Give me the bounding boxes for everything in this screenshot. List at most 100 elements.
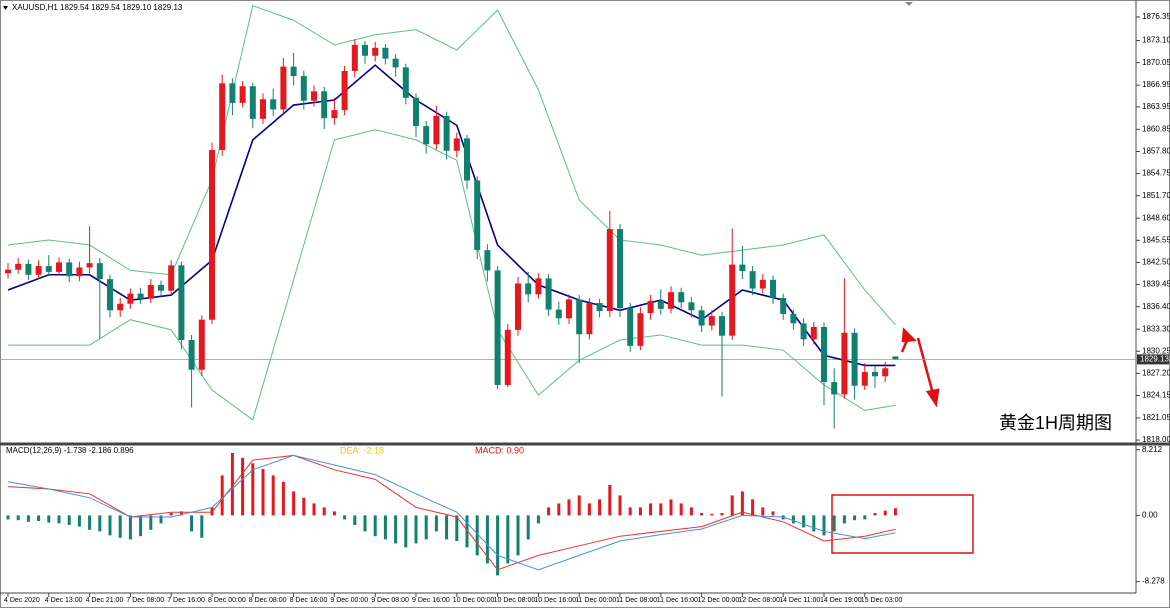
y-tick-label: 1851.70 xyxy=(1142,191,1170,200)
y-tick-label: 1866.95 xyxy=(1142,80,1170,89)
histogram-bar xyxy=(832,515,836,532)
candle-body xyxy=(219,83,226,151)
candle-body xyxy=(45,266,52,272)
histogram-bar xyxy=(383,515,387,540)
histogram-bar xyxy=(302,497,306,516)
histogram-bar xyxy=(608,485,612,516)
histogram-bar xyxy=(669,499,673,516)
current-price-box xyxy=(1137,354,1169,365)
candle-body xyxy=(198,319,205,370)
histogram-bar xyxy=(506,515,510,564)
candle-body xyxy=(341,70,348,111)
x-tick-label: 11 Dec 16:00 xyxy=(657,597,698,604)
histogram-bar xyxy=(281,481,285,516)
candle-body xyxy=(606,229,613,312)
candle-body xyxy=(525,283,532,295)
scroll-marker xyxy=(905,2,913,6)
candle-body xyxy=(66,262,73,277)
histogram-bar xyxy=(149,515,153,530)
candle-body xyxy=(586,303,593,335)
candle-body xyxy=(137,293,144,299)
histogram-bar xyxy=(720,513,724,516)
histogram-bar xyxy=(220,475,224,516)
candle-body xyxy=(770,279,776,298)
candle-body xyxy=(708,316,715,326)
x-tick-label: 11 Dec 00:00 xyxy=(575,597,616,604)
candle-body xyxy=(821,326,827,383)
x-tick-label: 10 Dec 08:00 xyxy=(494,597,536,604)
candle-body xyxy=(178,265,185,341)
indicator-line xyxy=(8,129,896,421)
y-tick-label: 1833.30 xyxy=(1142,324,1170,333)
candle-body xyxy=(627,308,634,346)
candle-body xyxy=(96,263,103,280)
histogram-bar xyxy=(26,515,30,522)
indicator-line xyxy=(7,5,896,326)
x-tick-label: 4 Dec 2020 xyxy=(4,597,40,604)
indicator-value: MACD: 0.90 xyxy=(475,445,524,455)
histogram-bar xyxy=(424,515,428,540)
histogram-bar xyxy=(771,511,775,516)
candle-body xyxy=(300,76,307,101)
candle-body xyxy=(861,371,868,386)
histogram-bar xyxy=(475,515,479,556)
indicator-value: DEA: -2.18 xyxy=(340,445,384,455)
y-tick-label: 1854.75 xyxy=(1142,169,1170,178)
y-tick-label: 1863.95 xyxy=(1142,102,1170,111)
candle-body xyxy=(749,271,756,289)
histogram-bar xyxy=(394,515,398,544)
histogram-bar xyxy=(761,507,765,516)
candle-body xyxy=(239,86,246,103)
candle-body xyxy=(35,266,42,275)
x-tick-label: 10 Dec 00:00 xyxy=(453,597,495,604)
x-tick-label: 9 Dec 16:00 xyxy=(412,597,450,604)
histogram-bar xyxy=(812,515,816,532)
x-tick-label: 14 Dec 11:00 xyxy=(779,597,820,604)
candle-body xyxy=(698,310,705,326)
histogram-bar xyxy=(496,515,500,576)
candle-body xyxy=(382,47,389,59)
candle-body xyxy=(362,44,368,56)
y-tick-label: 1842.50 xyxy=(1142,258,1170,267)
histogram-bar xyxy=(689,507,693,516)
arrows xyxy=(900,327,940,408)
candle-body xyxy=(566,299,572,319)
histogram-bar xyxy=(526,515,530,540)
candle-body xyxy=(158,284,164,291)
histogram-bar xyxy=(6,515,10,520)
histogram-bar xyxy=(190,515,194,532)
chart-title: XAUUSD,H1 1829.54 1829.54 1829.10 1829.1… xyxy=(12,3,183,12)
histogram-bar xyxy=(373,515,377,537)
candle-body xyxy=(270,99,277,110)
histogram-bar xyxy=(128,515,132,540)
histogram-bar xyxy=(57,515,61,524)
x-tick-label: 14 Dec 19:00 xyxy=(820,597,862,604)
histogram-bar xyxy=(343,515,347,520)
histogram-bar xyxy=(516,515,520,556)
candle-body xyxy=(423,126,430,145)
histogram-bar xyxy=(598,499,602,516)
candle-body xyxy=(453,138,460,151)
histogram-bar xyxy=(577,495,581,516)
x-tick-label: 4 Dec 21:00 xyxy=(86,597,124,604)
histogram-bar xyxy=(363,515,367,532)
indicator-line xyxy=(7,64,896,367)
y-tick-label: 1873.10 xyxy=(1142,36,1170,45)
histogram-bar xyxy=(587,503,591,516)
histogram-bar xyxy=(751,499,755,516)
y-tick-label: 1845.55 xyxy=(1142,235,1170,244)
candle-body xyxy=(351,44,358,71)
candle-body xyxy=(719,316,725,336)
candle-body xyxy=(555,309,562,319)
candle-body xyxy=(56,262,62,272)
histogram-bar xyxy=(455,515,459,541)
candle-body xyxy=(188,340,195,370)
y-tick-label: 1827.20 xyxy=(1142,368,1170,377)
histogram-bar xyxy=(700,513,704,516)
histogram-bar xyxy=(791,515,795,524)
candle-body xyxy=(209,150,215,320)
histogram-bar xyxy=(47,515,51,523)
candle-body xyxy=(290,66,297,77)
y-tick-label: 1821.05 xyxy=(1142,413,1170,422)
